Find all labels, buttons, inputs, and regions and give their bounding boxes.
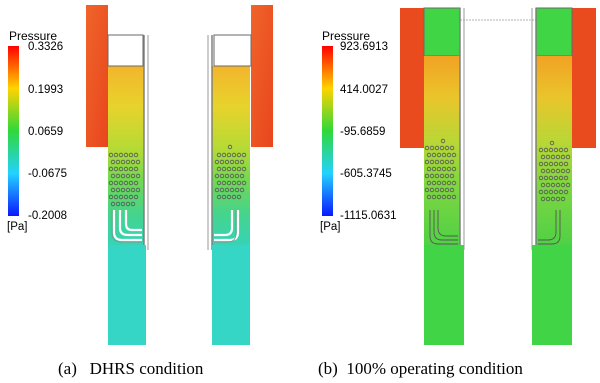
panel-a-right-red-block — [251, 5, 273, 147]
panel-a-caption: (a) DHRS condition — [58, 360, 203, 378]
panel-b-right-red-block — [572, 8, 596, 148]
panel-b-left-core — [424, 56, 460, 246]
panel-b-contour — [322, 7, 596, 345]
panel-a-legend-tick-2: 0.1993 — [28, 84, 64, 96]
panel-b-caption-label: (b) — [318, 359, 338, 378]
panel-a-right-lower — [212, 245, 250, 345]
panel-a-legend-tick-3: 0.0659 — [28, 126, 64, 138]
panel-b-left-red-block — [400, 8, 424, 148]
panel-b-colorbar — [322, 46, 333, 216]
panel-a-contour — [8, 5, 273, 345]
panel-b-legend-tick-4: -605.3745 — [340, 168, 392, 180]
panel-b-caption-text: 100% operating condition — [346, 359, 523, 378]
panel-b-caption: (b) 100% operating condition — [318, 360, 523, 378]
panel-a-left-red-block — [86, 5, 108, 147]
panel-b-right-lower — [532, 245, 572, 345]
panel-a-left-lower — [108, 245, 146, 345]
panel-a-legend-title: Pressure — [9, 29, 58, 43]
panel-a-legend-tick-5: -0.2008 — [28, 210, 68, 222]
panel-b-legend-unit: [Pa] — [320, 221, 341, 233]
panel-a-caption-label: (a) — [58, 359, 77, 378]
panel-b-legend-tick-1: 923.6913 — [340, 41, 388, 53]
panel-b-legend-title: Pressure — [322, 29, 371, 43]
panel-a-legend-tick-4: -0.0675 — [28, 168, 68, 180]
panel-a-legend-tick-1: 0.3326 — [28, 41, 64, 53]
panel-b-legend-tick-2: 414.0027 — [340, 84, 388, 96]
panel-b-legend-tick-5: -1115.0631 — [340, 210, 397, 222]
panel-b-left-lower — [424, 245, 464, 345]
panel-b-right-core — [536, 56, 572, 246]
panel-a-caption-text: DHRS condition — [89, 359, 204, 378]
panel-b-legend-tick-3: -95.6859 — [340, 126, 386, 138]
panel-a-colorbar — [8, 46, 19, 216]
panel-a-legend-unit: [Pa] — [7, 221, 28, 233]
